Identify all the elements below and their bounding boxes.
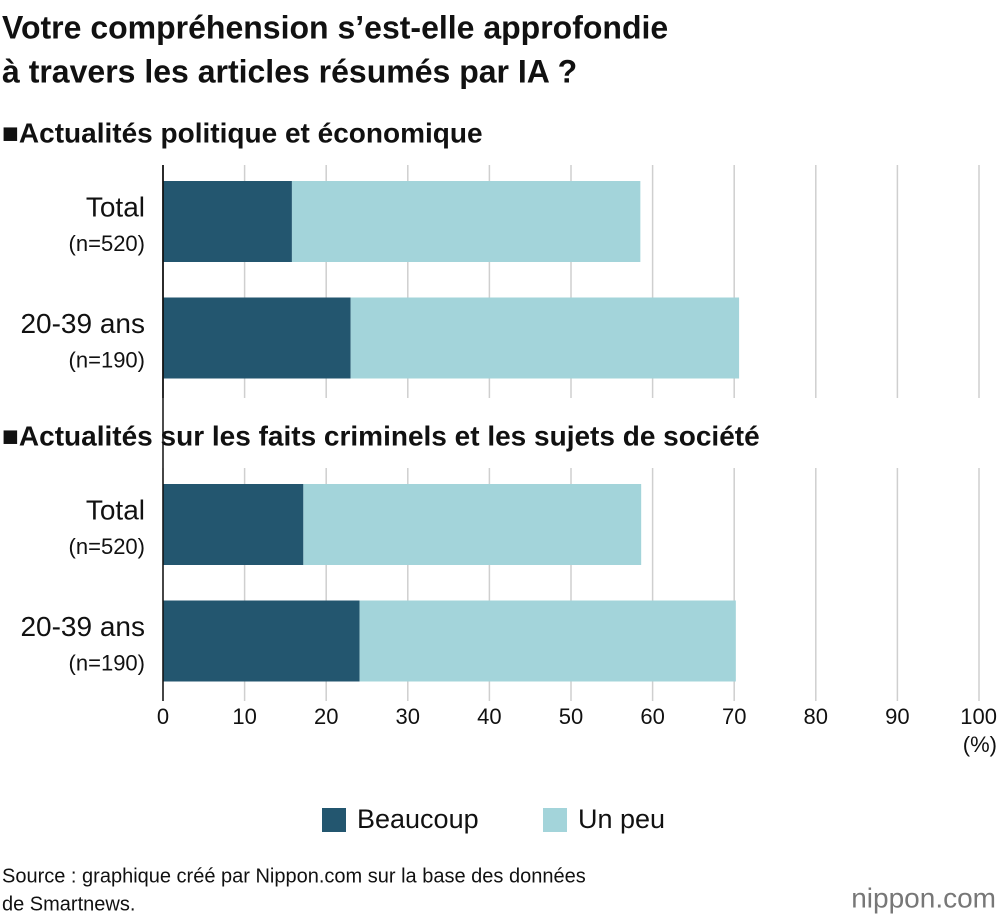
bar <box>359 600 736 682</box>
bar <box>163 484 304 565</box>
x-tick-label: 100 <box>960 704 997 729</box>
category-sublabel: (n=520) <box>69 534 145 559</box>
bar <box>303 484 642 565</box>
x-tick-label: 50 <box>559 704 583 729</box>
category-label: Total <box>86 494 145 525</box>
category-sublabel: (n=520) <box>69 231 145 256</box>
x-tick-label: 30 <box>396 704 420 729</box>
panel-title: ■Actualités sur les faits criminels et l… <box>2 420 760 451</box>
panel-title: ■Actualités politique et économique <box>2 117 483 148</box>
x-tick-label: 10 <box>232 704 256 729</box>
bar <box>163 297 351 379</box>
legend-label: Un peu <box>578 804 665 834</box>
legend-label: Beaucoup <box>357 804 479 834</box>
legend-swatch <box>543 808 567 832</box>
x-tick-label: 60 <box>640 704 664 729</box>
bar <box>163 600 360 682</box>
category-label: 20-39 ans <box>20 611 145 642</box>
x-tick-label: 80 <box>804 704 828 729</box>
bar <box>291 181 641 262</box>
x-tick-label: 0 <box>157 704 169 729</box>
x-tick-label: 90 <box>885 704 909 729</box>
bar <box>350 297 740 379</box>
category-sublabel: (n=190) <box>69 650 145 675</box>
chart-title: à travers les articles résumés par IA ? <box>2 53 577 89</box>
x-tick-label: 70 <box>722 704 746 729</box>
logo: nippon.com <box>851 882 996 913</box>
x-tick-label: 40 <box>477 704 501 729</box>
source: de Smartnews. <box>2 893 135 915</box>
legend-swatch <box>322 808 346 832</box>
chart-title: Votre compréhension s’est-elle approfond… <box>2 9 668 45</box>
source: Source : graphique créé par Nippon.com s… <box>2 865 586 887</box>
category-label: 20-39 ans <box>20 308 145 339</box>
category-label: Total <box>86 191 145 222</box>
axis-unit: (%) <box>963 732 997 757</box>
category-sublabel: (n=190) <box>69 347 145 372</box>
x-tick-label: 20 <box>314 704 338 729</box>
bar <box>163 181 292 262</box>
